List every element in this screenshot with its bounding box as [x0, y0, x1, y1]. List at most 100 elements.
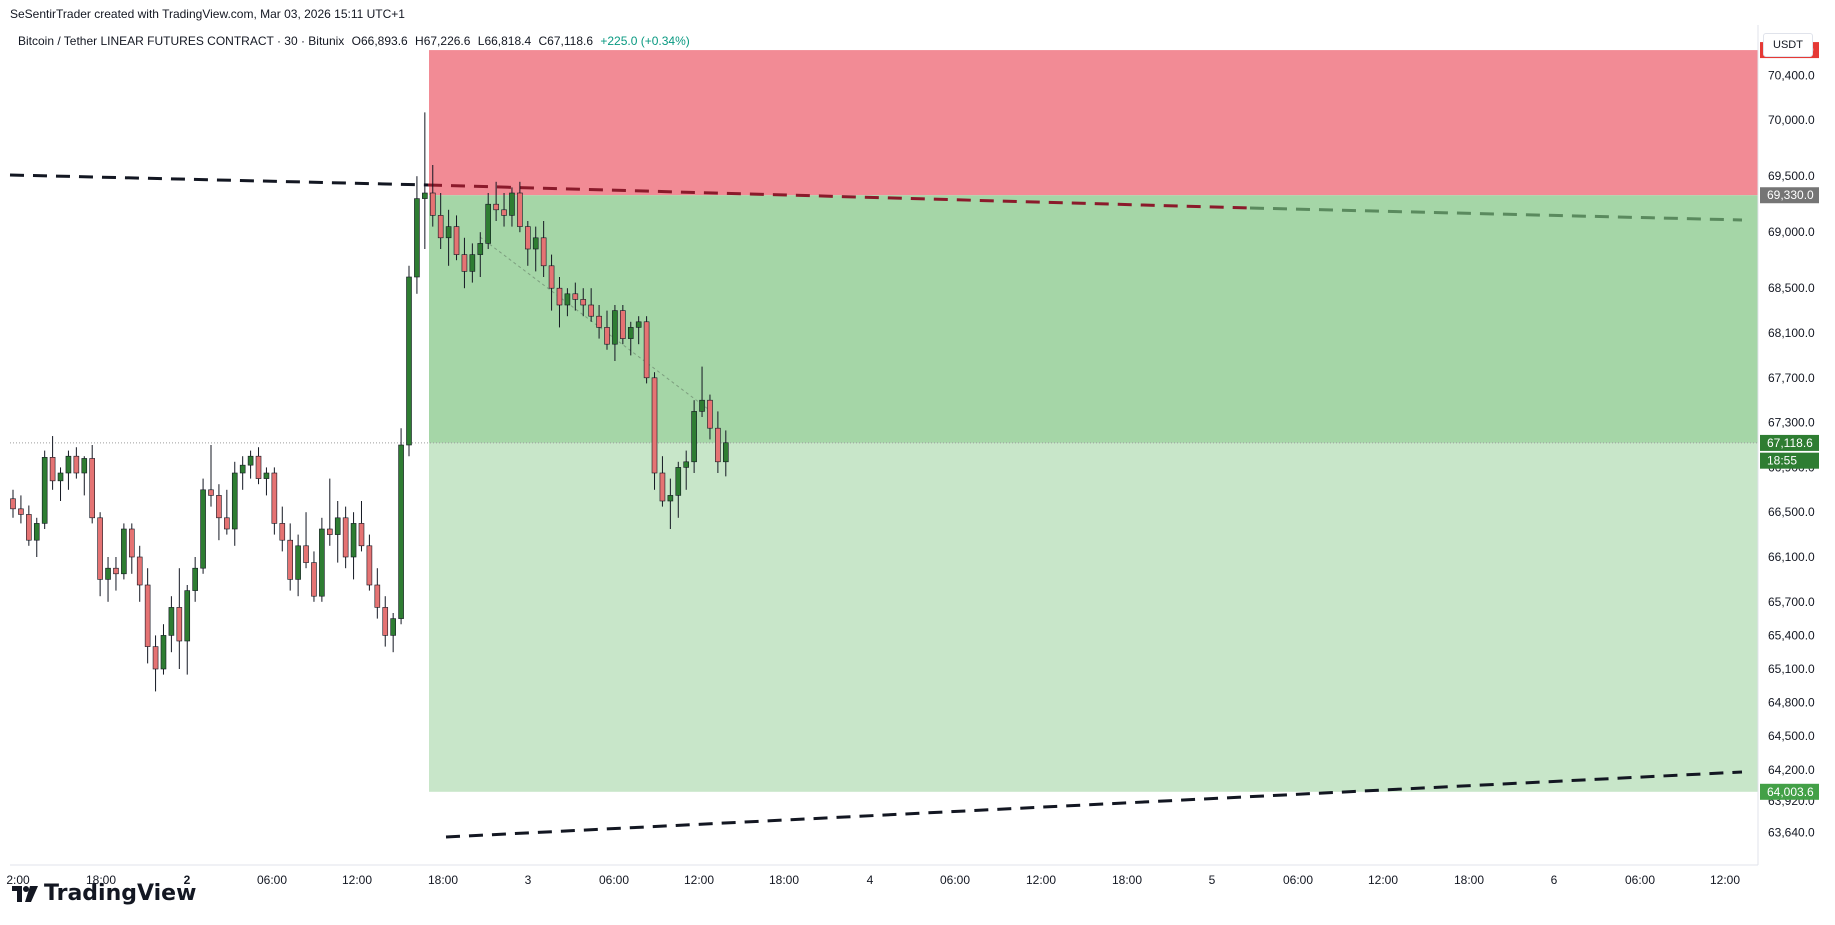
candle — [208, 445, 214, 507]
candle-body — [382, 607, 389, 636]
candle-body — [144, 584, 151, 647]
candle-body — [326, 528, 333, 535]
price-label-text: 69,330.0 — [1767, 188, 1814, 202]
candle-body — [390, 618, 396, 636]
candle-body — [18, 508, 24, 515]
candle-body — [129, 528, 135, 558]
candle-body — [453, 226, 460, 255]
time-tick-label: 4 — [867, 873, 874, 887]
candle-body — [73, 455, 80, 474]
candle — [247, 450, 254, 479]
candle — [643, 316, 650, 384]
candle-body — [596, 315, 602, 328]
candle — [651, 372, 658, 490]
candle-body — [26, 514, 32, 541]
candle-body — [334, 517, 341, 535]
candle-body — [540, 237, 547, 267]
close-value: C67,118.6 — [538, 34, 594, 48]
candle — [192, 557, 198, 602]
candle-body — [627, 327, 634, 339]
entry-path-line — [479, 236, 713, 413]
candle — [461, 237, 468, 289]
candle — [699, 366, 705, 417]
candle — [532, 226, 539, 272]
candle-body — [57, 472, 64, 482]
candle — [540, 221, 547, 277]
candle-body — [683, 461, 690, 468]
candle-body — [200, 489, 206, 569]
candle — [81, 456, 88, 496]
time-tick-label: 06:00 — [257, 873, 287, 887]
symbol-legend: Bitcoin / Tether LINEAR FUTURES CONTRACT… — [18, 34, 694, 48]
price-tick-label: 68,500.0 — [1768, 281, 1815, 295]
price-tick-label: 70,400.0 — [1768, 68, 1815, 82]
candle-body — [414, 198, 420, 278]
candle-body — [287, 539, 294, 580]
candle-body — [517, 192, 523, 227]
time-tick-label: 2:00 — [6, 873, 30, 887]
candle — [596, 305, 602, 339]
upper-trendline-right — [1249, 206, 1743, 222]
price-tick-label: 65,700.0 — [1768, 595, 1815, 609]
candle-body — [89, 458, 95, 519]
time-tick-label: 6 — [1551, 873, 1558, 887]
candle-body — [564, 293, 571, 306]
price-tick-label: 66,100.0 — [1768, 550, 1815, 564]
candle-body — [580, 299, 587, 306]
candle-body — [406, 276, 412, 446]
candle — [255, 447, 262, 485]
candle — [113, 557, 119, 591]
tradingview-logo[interactable]: TradingView — [12, 881, 196, 906]
watermark-text: SeSentirTrader created with TradingView.… — [10, 7, 405, 21]
candle — [216, 484, 222, 541]
candle-body — [105, 567, 111, 580]
price-tick-label: 69,000.0 — [1768, 225, 1815, 239]
candle-body — [572, 293, 579, 300]
time-tick-label: 2 — [184, 873, 191, 887]
candle — [564, 288, 571, 317]
candle-body — [358, 523, 365, 547]
candle-body — [239, 464, 246, 474]
candle-body — [279, 523, 286, 541]
high-value: H67,226.6 — [415, 34, 471, 48]
currency-button[interactable]: USDT — [1763, 33, 1813, 57]
time-axis[interactable]: 2:00 18:00 2 06:00 12:00 18:00 3 06:00 12:00 18:0… — [6, 864, 1758, 887]
candle — [287, 523, 294, 591]
candle — [556, 277, 563, 328]
candle — [406, 265, 412, 457]
candle-body — [255, 455, 262, 479]
brand-name: TradingView — [44, 881, 197, 906]
candle-body — [675, 467, 682, 496]
candle-body — [231, 472, 238, 530]
candle-body — [485, 203, 492, 244]
candle — [49, 436, 56, 490]
candle — [152, 635, 159, 692]
candle-body — [461, 254, 468, 272]
candle-body — [604, 327, 610, 345]
candle — [453, 215, 460, 261]
candle-body — [113, 567, 119, 575]
candle — [580, 288, 587, 317]
candle — [279, 506, 286, 552]
candle-body — [295, 545, 301, 580]
candle-body — [493, 203, 499, 211]
candle-body — [437, 215, 444, 239]
price-label-text: 18:55 — [1767, 454, 1797, 468]
candle — [524, 221, 531, 266]
price-label-box — [1760, 434, 1819, 451]
candle — [311, 551, 317, 602]
candle — [366, 534, 373, 591]
candle — [160, 624, 167, 675]
price-tick-label: 68,100.0 — [1768, 326, 1815, 340]
candle — [445, 209, 452, 266]
candle-body — [620, 310, 626, 339]
time-tick-label: 06:00 — [940, 873, 970, 887]
candle-body — [176, 607, 183, 642]
candle — [509, 187, 515, 227]
open-value: O66,893.6 — [351, 34, 408, 48]
price-label-last: 67,118.6 — [1760, 434, 1819, 451]
candle-body — [319, 528, 325, 597]
time-tick-label: 12:00 — [1368, 873, 1398, 887]
candle — [572, 282, 579, 311]
